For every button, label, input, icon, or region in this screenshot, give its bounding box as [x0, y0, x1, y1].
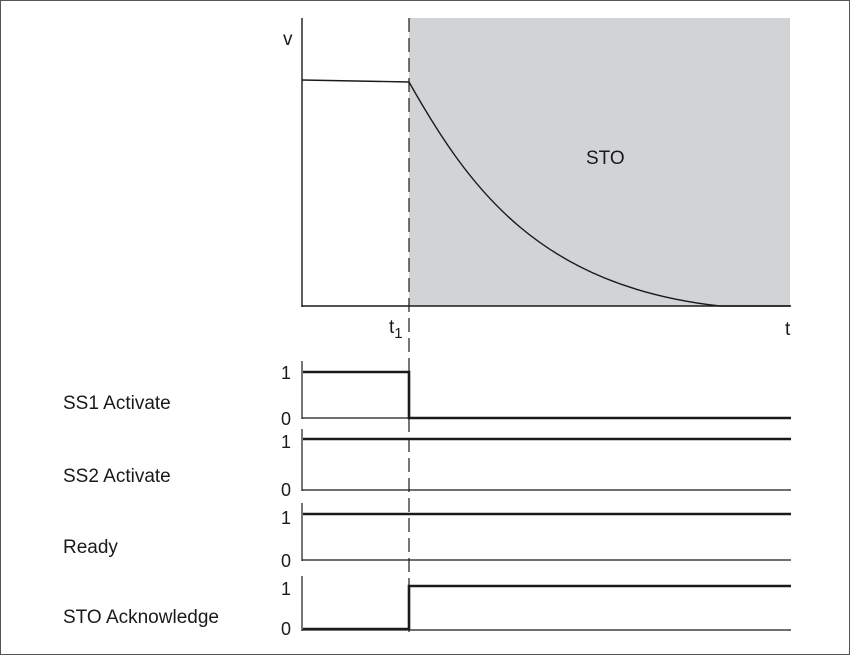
sto-ack-waveform: [303, 584, 791, 631]
ready-high-level: 1: [281, 508, 292, 528]
ss2-high-level: 1: [281, 432, 292, 452]
t1-label: t1: [389, 317, 403, 341]
sto-ack-signal-name: STO Acknowledge: [63, 607, 219, 628]
ss2-signal-name: SS2 Activate: [63, 466, 171, 487]
ss1-signal-name: SS1 Activate: [63, 393, 171, 414]
velocity-curve: [301, 79, 790, 307]
ss1-low-level: 0: [281, 409, 292, 429]
sto-ack-high-level: 1: [281, 579, 292, 599]
sto-region-label: STO: [586, 148, 625, 169]
sto-ack-low-level: 0: [281, 619, 292, 639]
ss1-high-level: 1: [281, 363, 292, 383]
ss1-waveform: [303, 370, 791, 420]
t-axis-label: t: [785, 319, 791, 340]
sto-region: [409, 18, 790, 306]
ss2-low-level: 0: [281, 480, 292, 500]
ready-signal-name: Ready: [63, 537, 118, 558]
v-axis-label: v: [283, 29, 293, 50]
ready-low-level: 0: [281, 551, 292, 571]
t1-label-base: t: [389, 317, 395, 338]
t1-label-subscript: 1: [394, 325, 403, 342]
